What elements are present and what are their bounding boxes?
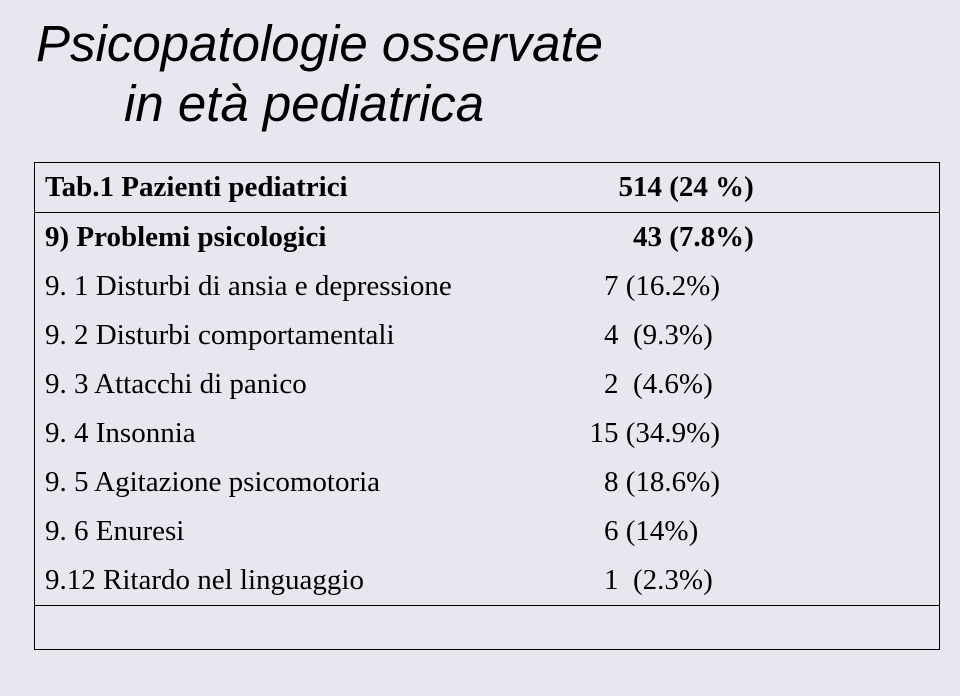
section-label: 9) Problemi psicologici (35, 213, 575, 262)
title-line-2: in età pediatrica (36, 74, 932, 134)
row-value: 7 (16.2%) (575, 262, 939, 311)
header-value: 514 (24 %) (575, 163, 939, 212)
table-row: 9.12 Ritardo nel linguaggio 1 (2.3%) (34, 556, 940, 606)
table-row: 9. 1 Disturbi di ansia e depressione 7 (… (34, 262, 940, 311)
table-row: 9. 3 Attacchi di panico 2 (4.6%) (34, 360, 940, 409)
row-label: 9. 6 Enuresi (35, 507, 575, 556)
table-row: 9. 5 Agitazione psicomotoria 8 (18.6%) (34, 458, 940, 507)
row-label: 9. 4 Insonnia (35, 409, 575, 458)
title-line-1: Psicopatologie osservate (36, 14, 932, 74)
row-value: 1 (2.3%) (575, 556, 939, 605)
row-label: 9. 3 Attacchi di panico (35, 360, 575, 409)
section-row: 9) Problemi psicologici 43 (7.8%) (34, 213, 940, 262)
page-title: Psicopatologie osservate in età pediatri… (36, 14, 932, 134)
row-label: 9. 2 Disturbi comportamentali (35, 311, 575, 360)
row-value: 6 (14%) (575, 507, 939, 556)
empty-row (34, 606, 940, 650)
row-label: 9.12 Ritardo nel linguaggio (35, 556, 575, 605)
row-value: 4 (9.3%) (575, 311, 939, 360)
row-label: 9. 5 Agitazione psicomotoria (35, 458, 575, 507)
table-row: 9. 4 Insonnia 15 (34.9%) (34, 409, 940, 458)
header-label: Tab.1 Pazienti pediatrici (35, 163, 575, 212)
row-label: 9. 1 Disturbi di ansia e depressione (35, 262, 575, 311)
data-table: Tab.1 Pazienti pediatrici 514 (24 %) 9) … (34, 162, 940, 650)
section-value: 43 (7.8%) (575, 213, 939, 262)
row-value: 8 (18.6%) (575, 458, 939, 507)
row-value: 15 (34.9%) (575, 409, 939, 458)
table-row: 9. 2 Disturbi comportamentali 4 (9.3%) (34, 311, 940, 360)
table-row: 9. 6 Enuresi 6 (14%) (34, 507, 940, 556)
table-header-row: Tab.1 Pazienti pediatrici 514 (24 %) (34, 162, 940, 213)
row-value: 2 (4.6%) (575, 360, 939, 409)
